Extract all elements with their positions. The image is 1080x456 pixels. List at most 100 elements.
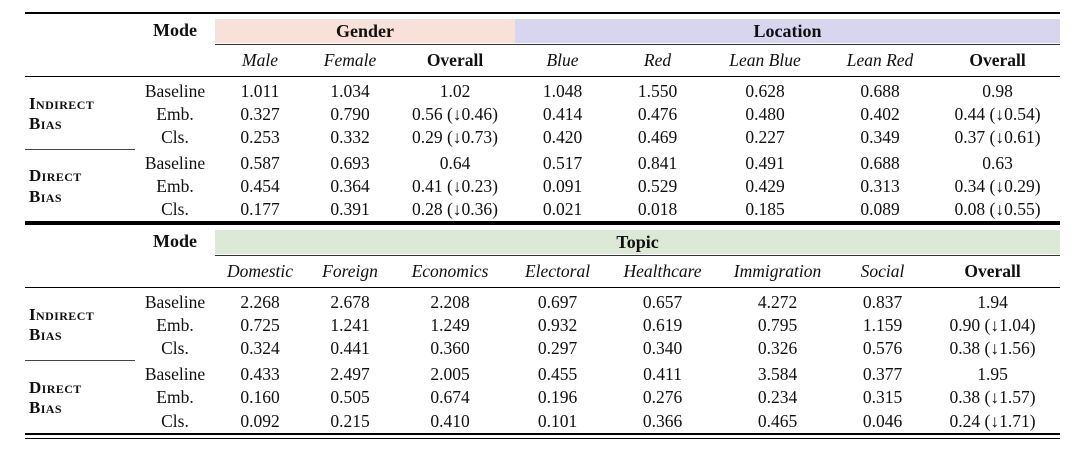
value-cell: 0.411 (643, 364, 682, 385)
table-row: Cls. 0.253 0.332 0.29 (↓0.73) 0.420 0.46… (25, 126, 1060, 150)
value-cell: 0.315 (862, 387, 903, 408)
header-spacer (25, 13, 135, 77)
topic-group-label: Topic (215, 229, 1061, 254)
value-cell: 0.215 (330, 410, 370, 431)
value-cell: 0.018 (637, 199, 678, 220)
mode-cell: Emb. (156, 387, 194, 408)
gender-group-label: Gender (215, 19, 516, 43)
value-cell: 0.697 (537, 291, 578, 312)
column-header-social: Social (840, 255, 925, 288)
value-cell: 0.505 (330, 387, 370, 408)
value-cell: 0.089 (860, 199, 900, 220)
mode-cell: Cls. (161, 410, 189, 431)
column-header-lean-red: Lean Red (825, 44, 936, 77)
value-cell: 0.37 (↓0.61) (954, 127, 1041, 148)
value-cell: 0.29 (↓0.73) (411, 127, 499, 148)
value-cell: 1.159 (862, 314, 903, 335)
mode-column-header: Mode (135, 13, 215, 77)
bias-type-label-indirect: Indirect Bias (25, 287, 135, 361)
value-cell: 0.63 (982, 153, 1013, 174)
table-row: Emb. 0.725 1.241 1.249 0.932 0.619 0.795… (25, 313, 1060, 337)
value-cell: 0.841 (637, 153, 678, 174)
value-cell: 0.576 (862, 338, 903, 359)
table-row: Male Female Overall Blue Red Lean Blue L… (25, 44, 1061, 77)
value-cell: 0.619 (642, 314, 683, 335)
mode-cell: Cls. (161, 338, 189, 359)
value-cell: 0.276 (642, 387, 683, 408)
bias-label-line: Direct (29, 377, 82, 397)
table-row: Mode Topic (25, 223, 1061, 288)
value-cell: 0.08 (↓0.55) (954, 199, 1041, 220)
mode-cell: Baseline (144, 364, 206, 385)
value-cell: 0.253 (240, 127, 280, 148)
column-header-male: Male (215, 44, 305, 77)
value-cell: 0.366 (642, 410, 683, 431)
bias-type-label-direct: Direct Bias (25, 360, 135, 432)
value-cell: 0.688 (860, 153, 900, 174)
table-row: Direct Bias Baseline 0.433 2.497 2.005 0… (25, 360, 1060, 417)
table-row: Cls. 0.092 0.215 0.410 0.101 0.366 0.465… (25, 409, 1060, 433)
value-cell: 0.227 (745, 127, 785, 148)
value-cell: 0.657 (642, 291, 683, 312)
value-cell: 0.313 (860, 176, 900, 197)
value-cell: 0.326 (757, 338, 798, 359)
value-cell: 0.38 (↓1.57) (949, 387, 1036, 408)
column-header-female: Female (305, 44, 395, 77)
topic-bias-table: Mode Topic Domestic Foreign Economics El… (25, 222, 1061, 433)
column-header-immigration: Immigration (715, 255, 840, 288)
value-cell: 4.272 (757, 291, 798, 312)
bias-label-line: Bias (29, 325, 62, 345)
table-row: Cls. 0.177 0.391 0.28 (↓0.36) 0.021 0.01… (25, 198, 1060, 222)
value-cell: 1.249 (430, 314, 470, 335)
value-cell: 0.56 (↓0.46) (411, 103, 499, 124)
value-cell: 0.34 (↓0.29) (954, 176, 1041, 197)
value-cell: 0.177 (240, 199, 280, 220)
column-header-domestic: Domestic (215, 255, 305, 288)
value-cell: 0.674 (430, 387, 470, 408)
value-cell: 0.454 (240, 176, 280, 197)
value-cell: 0.360 (430, 338, 470, 359)
value-cell: 0.693 (330, 153, 370, 174)
column-header-electoral: Electoral (505, 255, 610, 288)
value-cell: 1.02 (439, 81, 471, 101)
value-cell: 0.349 (860, 127, 900, 148)
paper-table-figure: Mode Gender Location Male Female Overall… (25, 12, 1061, 439)
value-cell: 0.091 (542, 176, 583, 197)
value-cell: 3.584 (757, 364, 798, 385)
value-cell: 1.241 (330, 314, 370, 335)
mode-cell: Baseline (144, 81, 206, 101)
bias-label-line: Bias (29, 398, 62, 418)
value-cell: 0.297 (537, 338, 578, 359)
value-cell: 0.529 (637, 176, 678, 197)
value-cell: 0.480 (745, 103, 785, 124)
value-cell: 2.005 (430, 364, 470, 385)
topic-group-header: Topic (215, 223, 1061, 256)
value-cell: 0.402 (860, 103, 900, 124)
value-cell: 1.94 (977, 291, 1008, 312)
column-header-healthcare: Healthcare (610, 255, 715, 288)
value-cell: 0.364 (330, 176, 370, 197)
table-row: Emb. 0.160 0.505 0.674 0.196 0.276 0.234… (25, 386, 1060, 410)
value-cell: 0.101 (537, 410, 578, 431)
column-header-blue: Blue (515, 44, 611, 77)
table-row: Indirect Bias Baseline 1.011 1.034 1.02 … (25, 76, 1060, 150)
value-cell: 0.234 (757, 387, 798, 408)
column-header-location-overall: Overall (935, 44, 1061, 77)
value-cell: 0.455 (537, 364, 578, 385)
bias-type-label-indirect: Indirect Bias (25, 76, 135, 150)
value-cell: 2.678 (330, 291, 370, 312)
table-row: Indirect Bias Baseline 2.268 2.678 2.208… (25, 287, 1060, 361)
value-cell: 0.688 (860, 81, 900, 101)
column-header-economics: Economics (395, 255, 505, 288)
value-cell: 0.587 (240, 153, 280, 174)
table-row: Mode Gender Location (25, 13, 1061, 77)
bottom-rule-thin (25, 437, 1060, 439)
value-cell: 0.38 (↓1.56) (949, 338, 1036, 359)
value-cell: 0.837 (862, 291, 903, 312)
value-cell: 1.048 (542, 81, 583, 101)
value-cell: 0.725 (240, 314, 280, 335)
bias-label-line: Bias (29, 114, 62, 134)
value-cell: 0.410 (430, 410, 470, 431)
value-cell: 0.465 (757, 410, 798, 431)
mode-cell: Emb. (156, 176, 194, 197)
